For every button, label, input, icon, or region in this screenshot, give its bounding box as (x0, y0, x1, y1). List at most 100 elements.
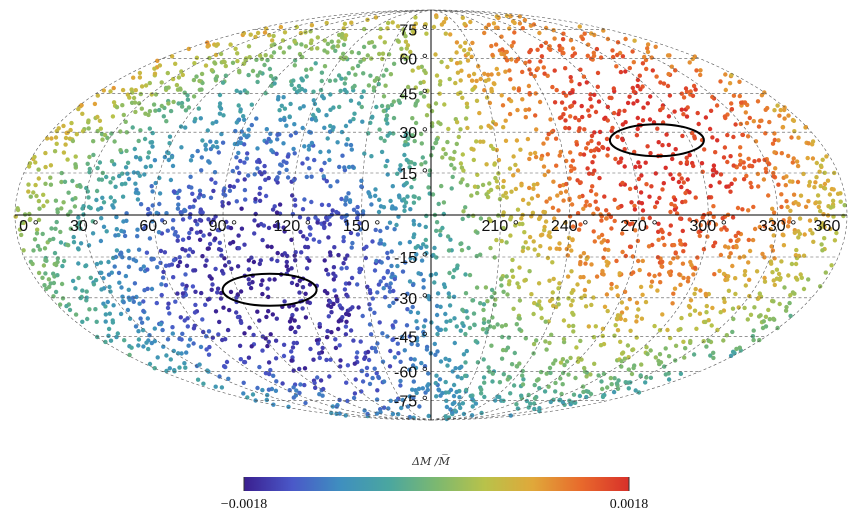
data-point (462, 48, 467, 53)
data-point (563, 66, 568, 71)
data-point (825, 178, 831, 183)
data-point (292, 197, 298, 202)
data-point (574, 142, 580, 147)
data-point (814, 175, 819, 180)
data-point (493, 122, 499, 127)
data-point (289, 237, 294, 242)
data-point (592, 92, 597, 98)
data-point (289, 82, 294, 88)
data-point (762, 279, 768, 284)
data-point (657, 352, 663, 357)
data-point (236, 246, 242, 251)
data-point (504, 240, 509, 245)
data-point (666, 270, 672, 275)
data-point (226, 376, 231, 381)
data-point (305, 156, 310, 161)
data-point (228, 289, 234, 295)
data-point (632, 207, 638, 212)
data-point (526, 107, 532, 112)
data-point (194, 74, 199, 79)
data-point (679, 91, 684, 96)
data-point (198, 344, 204, 350)
data-point (32, 237, 38, 242)
data-point (647, 117, 653, 122)
data-point (618, 159, 623, 164)
data-point (489, 294, 494, 300)
data-point (541, 164, 547, 169)
data-point (142, 172, 147, 177)
data-point (558, 376, 563, 381)
data-point (413, 15, 418, 20)
data-point (653, 171, 658, 176)
data-point (454, 40, 460, 45)
data-point (144, 340, 149, 345)
data-point (813, 180, 818, 185)
data-point (441, 211, 446, 217)
data-point (189, 227, 194, 232)
data-point (683, 199, 688, 204)
data-point (149, 184, 154, 189)
data-point (370, 375, 375, 381)
data-point (159, 80, 164, 85)
data-point (358, 339, 363, 344)
data-point (427, 172, 432, 178)
data-point (322, 258, 327, 263)
data-point (748, 312, 754, 317)
data-point (41, 203, 46, 209)
data-point (742, 305, 747, 311)
data-point (678, 241, 683, 247)
data-point (520, 382, 526, 387)
data-point (741, 254, 747, 259)
data-point (587, 113, 592, 119)
data-point (656, 229, 661, 234)
data-point (255, 79, 260, 85)
data-point (182, 207, 187, 213)
data-point (152, 326, 157, 331)
data-point (513, 186, 519, 192)
data-point (588, 148, 594, 154)
data-point (411, 222, 417, 227)
pole-ring-max (608, 123, 705, 158)
data-point (376, 282, 382, 287)
data-point (182, 90, 187, 95)
data-point (615, 52, 620, 58)
data-point (763, 107, 768, 113)
data-point (581, 74, 587, 79)
data-point (235, 58, 240, 64)
data-point (501, 193, 506, 198)
data-point (217, 240, 222, 245)
data-point (547, 278, 552, 283)
data-point (604, 136, 610, 142)
data-point (635, 83, 640, 89)
data-point (537, 299, 542, 304)
data-point (635, 238, 641, 244)
data-point (385, 255, 391, 261)
data-point (599, 218, 604, 223)
data-point (378, 136, 384, 141)
data-point (384, 225, 390, 230)
data-point (600, 326, 606, 331)
data-point (405, 307, 410, 312)
data-point (294, 340, 300, 346)
data-point (703, 319, 708, 325)
data-point (356, 305, 361, 310)
data-point (814, 160, 819, 166)
data-point (569, 103, 575, 109)
data-point (200, 138, 205, 143)
data-point (343, 324, 349, 329)
data-point (610, 125, 615, 131)
data-point (184, 263, 190, 268)
data-point (234, 199, 239, 204)
data-point (152, 71, 158, 76)
data-point (600, 394, 606, 400)
data-point (172, 232, 177, 237)
data-point (244, 156, 250, 161)
data-point (812, 185, 817, 190)
data-point (482, 380, 487, 385)
data-point (217, 111, 223, 116)
data-point (165, 305, 171, 311)
data-point (704, 310, 709, 315)
data-point (463, 40, 468, 45)
data-point (482, 71, 487, 77)
data-point (444, 404, 450, 410)
